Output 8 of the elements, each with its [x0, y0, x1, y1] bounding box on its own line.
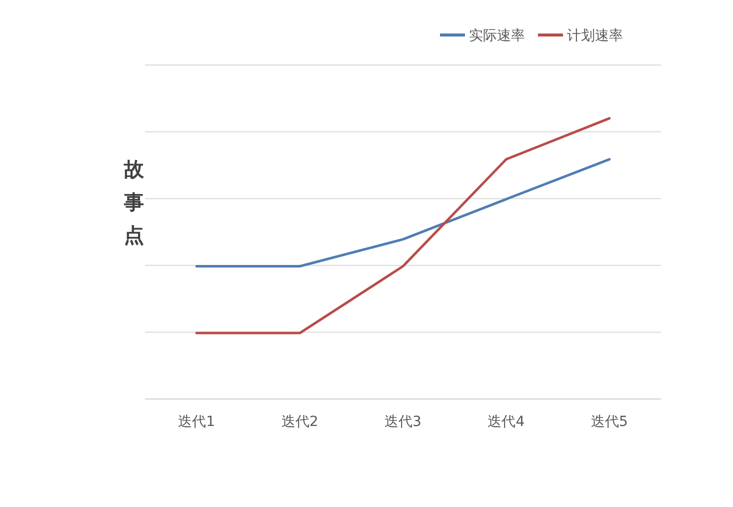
x-tick-label: 迭代3 [384, 414, 422, 430]
x-tick-label: 迭代5 [590, 414, 628, 430]
x-tick-label: 迭代2 [281, 414, 318, 430]
legend-label: 计划速率 [567, 28, 623, 44]
x-tick-label: 迭代4 [488, 414, 525, 430]
x-tick-label: 迭代1 [178, 414, 216, 430]
y-axis-title: 故事点 [123, 157, 145, 247]
legend-label: 实际速率 [469, 28, 525, 44]
